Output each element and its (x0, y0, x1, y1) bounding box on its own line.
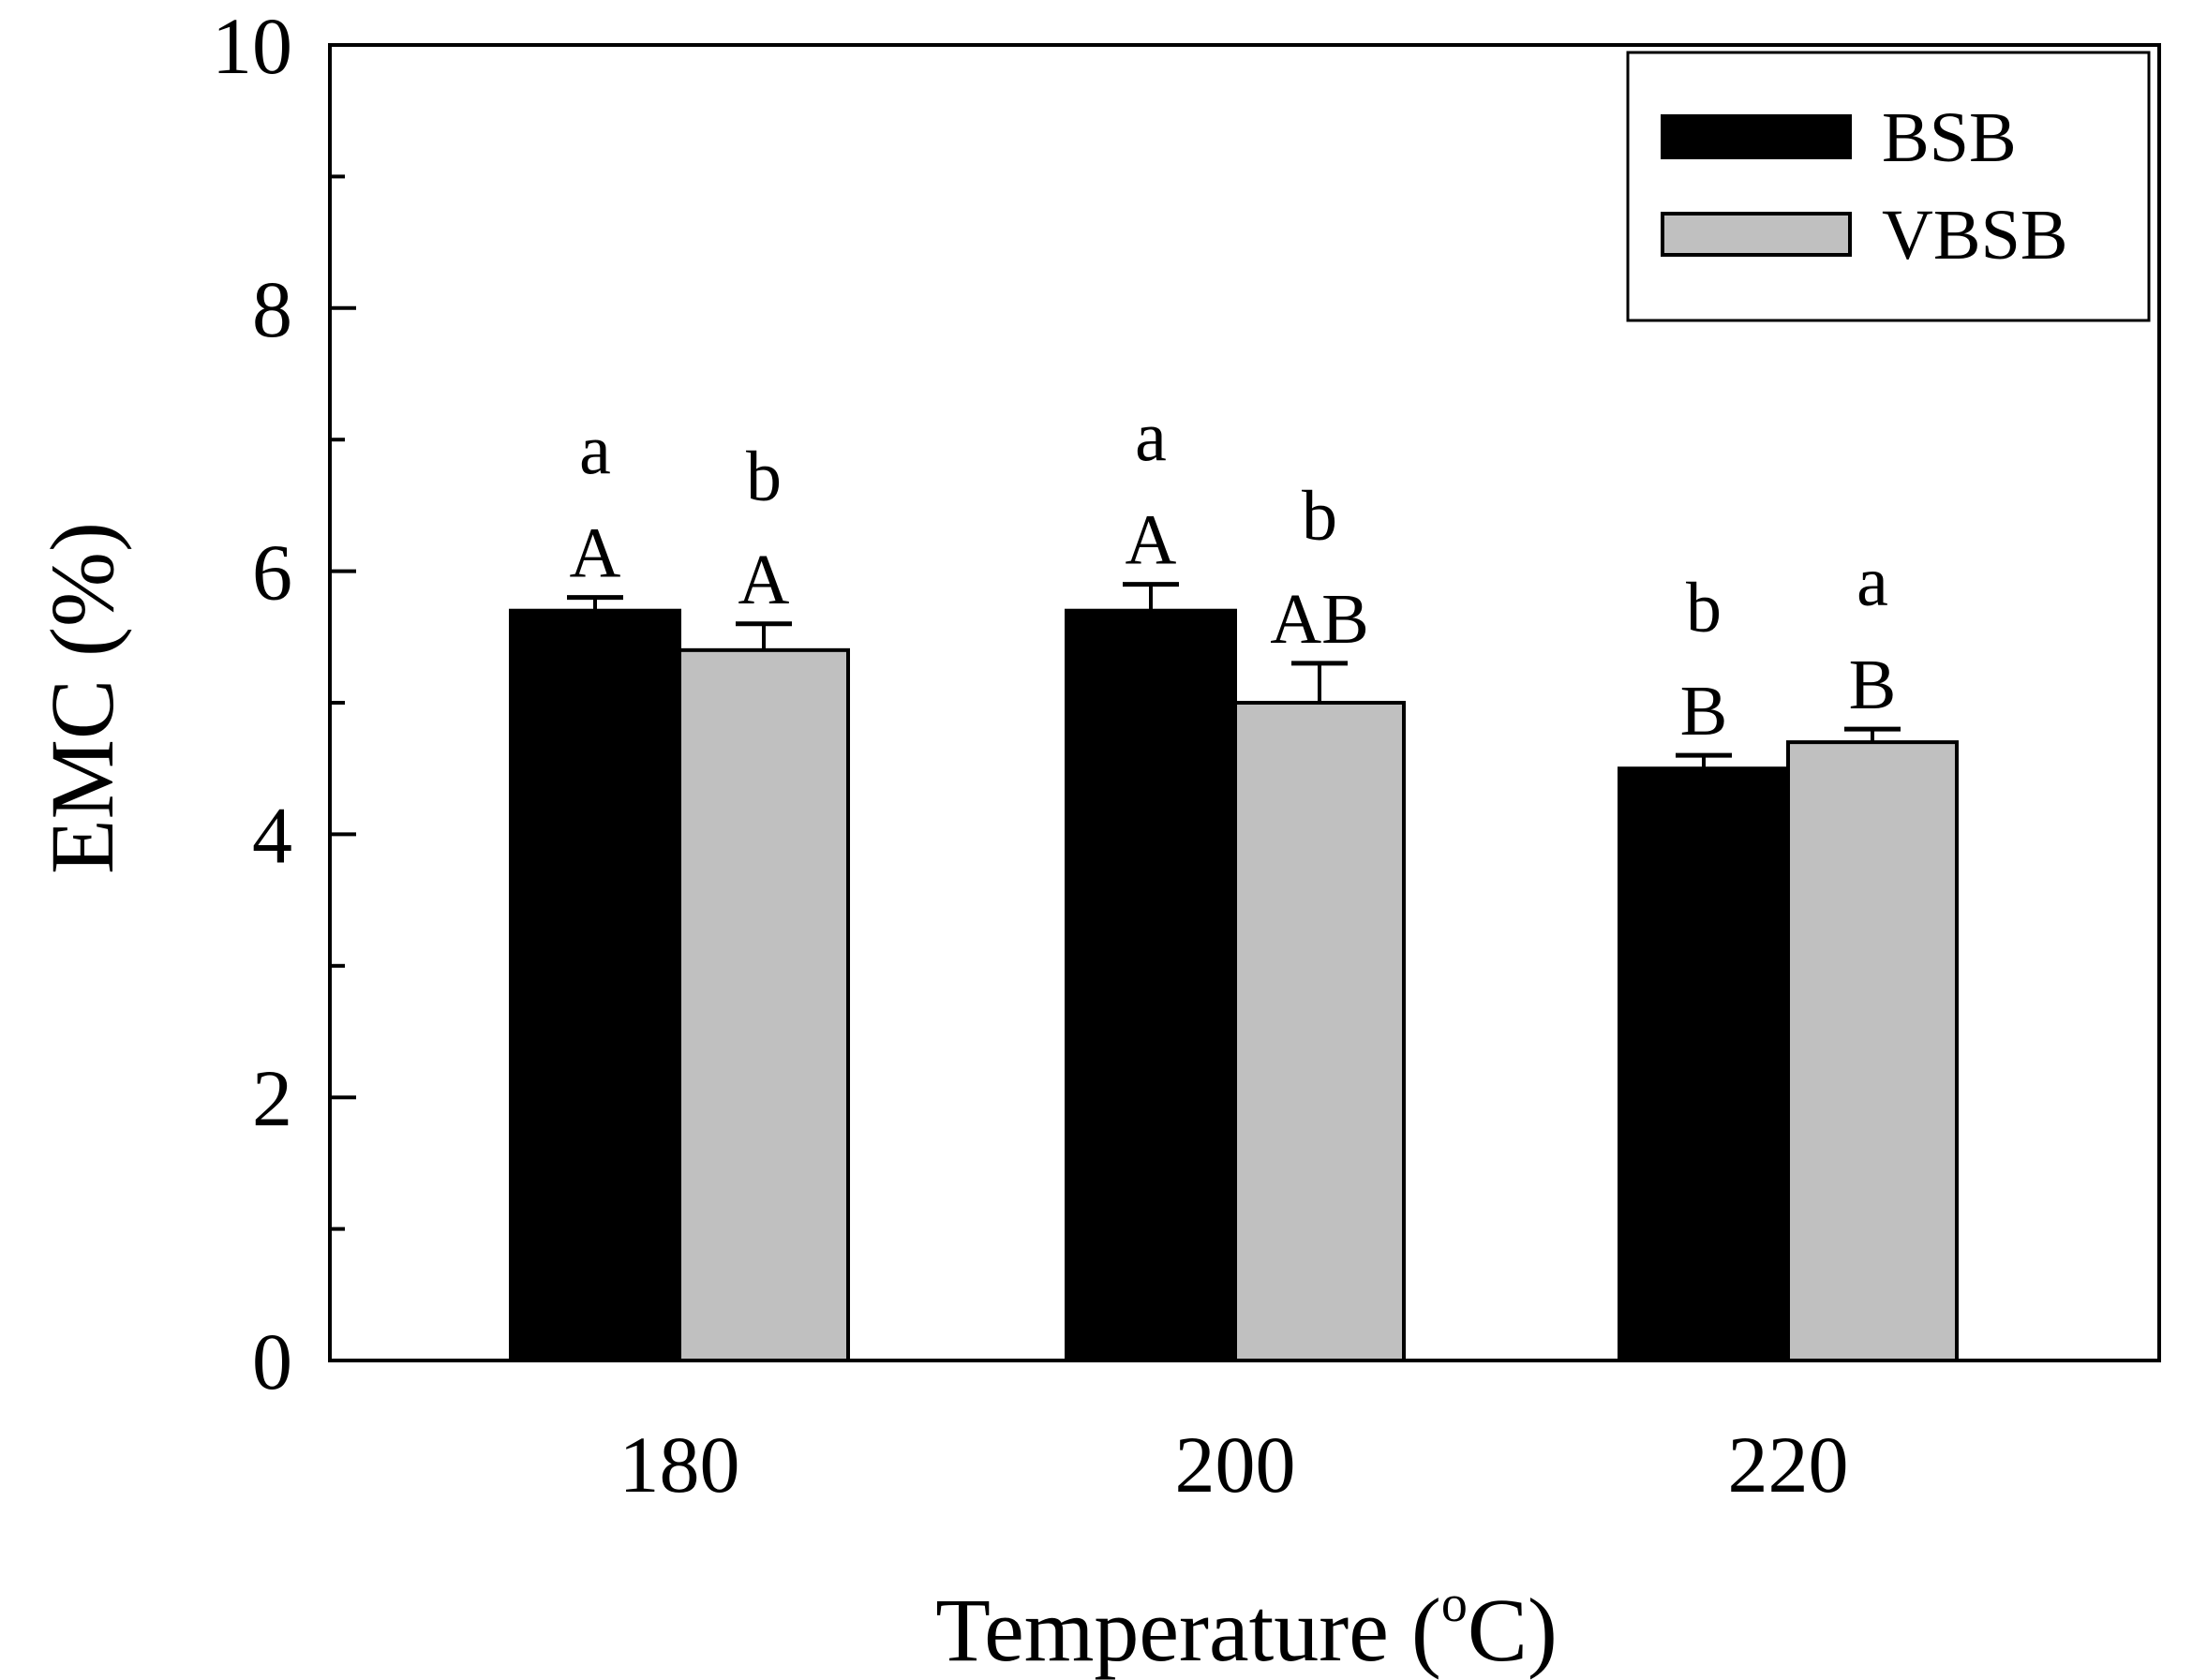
bar-bsb-220 (1618, 766, 1790, 1362)
y-tick-label: 4 (252, 790, 292, 880)
significance-uppercase: B (1680, 672, 1728, 751)
significance-lowercase: a (1856, 543, 1888, 621)
significance-lowercase: b (1686, 569, 1722, 647)
x-tick-label: 180 (619, 1420, 740, 1509)
significance-lowercase: b (746, 438, 782, 516)
y-tick-label: 2 (252, 1053, 292, 1143)
bar-vbsb-200 (1233, 701, 1406, 1362)
significance-uppercase: AB (1270, 580, 1369, 659)
legend-label-vbsb: VBSB (1882, 196, 2068, 275)
significance-lowercase: a (579, 411, 611, 490)
significance-uppercase: A (570, 514, 621, 593)
y-tick-label: 6 (252, 528, 292, 617)
legend-swatch-bsb (1661, 114, 1852, 159)
legend-swatch-vbsb (1661, 212, 1852, 257)
significance-uppercase: B (1849, 646, 1897, 724)
legend: BSB VBSB (1626, 51, 2151, 322)
bar-vbsb-180 (678, 647, 850, 1362)
x-axis-title: Temperature (oC) (935, 1575, 1558, 1680)
y-tick-label: 0 (252, 1316, 292, 1406)
y-axis-title: EMC (%) (32, 522, 132, 874)
bar-vbsb-220 (1786, 740, 1959, 1362)
bar-bsb-180 (509, 608, 681, 1362)
y-tick-label: 10 (212, 1, 292, 91)
significance-lowercase: a (1135, 398, 1167, 477)
legend-label-bsb: BSB (1882, 98, 2017, 177)
significance-lowercase: b (1302, 477, 1337, 556)
x-tick-label: 220 (1728, 1420, 1849, 1509)
significance-uppercase: A (1126, 501, 1177, 580)
x-tick-label: 200 (1175, 1420, 1296, 1509)
significance-uppercase: A (738, 541, 790, 619)
y-tick-label: 8 (252, 264, 292, 354)
bar-bsb-200 (1065, 608, 1237, 1362)
plot-frame (328, 43, 2161, 1362)
legend-box (1626, 51, 2151, 322)
